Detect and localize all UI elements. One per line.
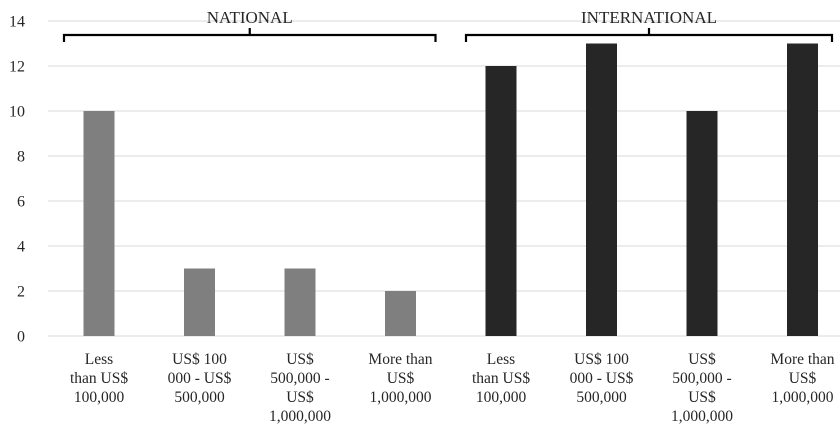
- bar-national-4: [385, 291, 416, 336]
- y-tick-label: 10: [9, 104, 25, 121]
- y-tick-label: 2: [17, 284, 25, 301]
- bar-national-1: [83, 111, 115, 336]
- category-label: US$: [688, 389, 716, 406]
- bar-international-1: [485, 66, 517, 336]
- bar-international-3: [686, 111, 718, 336]
- group-bracket-national: [62, 28, 437, 42]
- y-axis-ticks: 0 2 4 6 8 10 12 14: [9, 14, 25, 346]
- category-label: Less: [85, 351, 113, 368]
- category-label: than US$: [70, 370, 128, 387]
- category-label: More than: [770, 351, 834, 368]
- category-label: 1,000,000: [671, 408, 733, 425]
- category-label: US$: [688, 351, 716, 368]
- y-tick-label: 6: [17, 194, 25, 211]
- y-tick-label: 8: [17, 149, 25, 166]
- category-label: US$ 100: [172, 351, 227, 368]
- category-label: 1,000,000: [772, 389, 834, 406]
- bar-international-4: [787, 43, 818, 336]
- bar-national-2: [184, 268, 215, 336]
- y-tick-label: 0: [17, 329, 25, 346]
- category-label: 100,000: [476, 389, 527, 406]
- category-label: 500,000: [174, 389, 225, 406]
- gridlines: [48, 20, 840, 337]
- group-bracket-international: [464, 28, 834, 42]
- bar-international-2: [586, 43, 617, 336]
- category-labels: Less than US$ 100,000 US$ 100 000 - US$ 500,0…: [70, 351, 835, 425]
- y-tick-label: 4: [17, 239, 25, 256]
- category-label: 1,000,000: [269, 408, 331, 425]
- category-label: US$: [286, 389, 314, 406]
- group-label-international: INTERNATIONAL: [581, 8, 717, 27]
- y-tick-label: 14: [9, 14, 25, 31]
- category-label: 500,000 -: [672, 370, 731, 387]
- y-tick-label: 12: [9, 59, 25, 76]
- category-label: US$ 100: [574, 351, 629, 368]
- category-label: US$: [789, 370, 817, 387]
- category-label: US$: [387, 370, 415, 387]
- category-label: Less: [487, 351, 515, 368]
- category-label: US$: [286, 351, 314, 368]
- group-brackets: NATIONAL INTERNATIONAL: [62, 8, 834, 42]
- category-label: More than: [368, 351, 432, 368]
- category-label: 100,000: [74, 389, 125, 406]
- category-label: 000 - US$: [168, 370, 232, 387]
- bar-national-3: [284, 268, 316, 336]
- category-label: 500,000: [576, 389, 627, 406]
- group-label-national: NATIONAL: [207, 8, 293, 27]
- category-label: 000 - US$: [570, 370, 634, 387]
- category-label: than US$: [472, 370, 530, 387]
- category-label: 500,000 -: [270, 370, 329, 387]
- category-label: 1,000,000: [370, 389, 432, 406]
- bars: [83, 43, 818, 336]
